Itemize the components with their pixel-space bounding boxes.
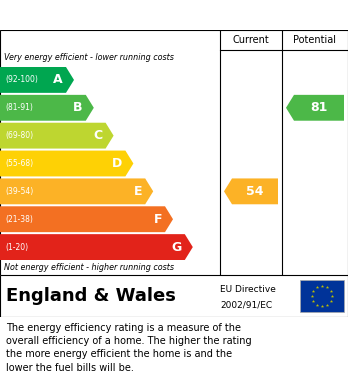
Text: A: A <box>53 74 63 86</box>
Text: 2002/91/EC: 2002/91/EC <box>220 301 272 310</box>
Polygon shape <box>0 123 113 149</box>
Text: (69-80): (69-80) <box>5 131 33 140</box>
Text: 81: 81 <box>310 101 328 114</box>
Text: Energy Efficiency Rating: Energy Efficiency Rating <box>10 7 220 23</box>
Text: Potential: Potential <box>293 35 337 45</box>
Text: (21-38): (21-38) <box>5 215 33 224</box>
Text: (92-100): (92-100) <box>5 75 38 84</box>
Polygon shape <box>224 178 278 204</box>
Text: Very energy efficient - lower running costs: Very energy efficient - lower running co… <box>4 54 174 63</box>
Text: 54: 54 <box>246 185 264 198</box>
Text: EU Directive: EU Directive <box>220 285 276 294</box>
Text: B: B <box>73 101 83 114</box>
Polygon shape <box>286 95 344 121</box>
Polygon shape <box>0 234 193 260</box>
Bar <box>300 280 344 312</box>
Polygon shape <box>0 151 133 176</box>
Text: G: G <box>172 240 182 254</box>
Text: Current: Current <box>232 35 269 45</box>
Text: D: D <box>112 157 122 170</box>
Text: E: E <box>134 185 142 198</box>
Polygon shape <box>0 178 153 204</box>
Text: (39-54): (39-54) <box>5 187 33 196</box>
Text: The energy efficiency rating is a measure of the
overall efficiency of a home. T: The energy efficiency rating is a measur… <box>6 323 252 373</box>
Text: C: C <box>94 129 103 142</box>
Text: (55-68): (55-68) <box>5 159 33 168</box>
Polygon shape <box>0 67 74 93</box>
Text: Not energy efficient - higher running costs: Not energy efficient - higher running co… <box>4 264 174 273</box>
Text: England & Wales: England & Wales <box>6 287 176 305</box>
Text: (1-20): (1-20) <box>5 242 28 251</box>
Text: F: F <box>153 213 162 226</box>
Text: (81-91): (81-91) <box>5 103 33 112</box>
Polygon shape <box>0 206 173 232</box>
Polygon shape <box>0 95 94 121</box>
